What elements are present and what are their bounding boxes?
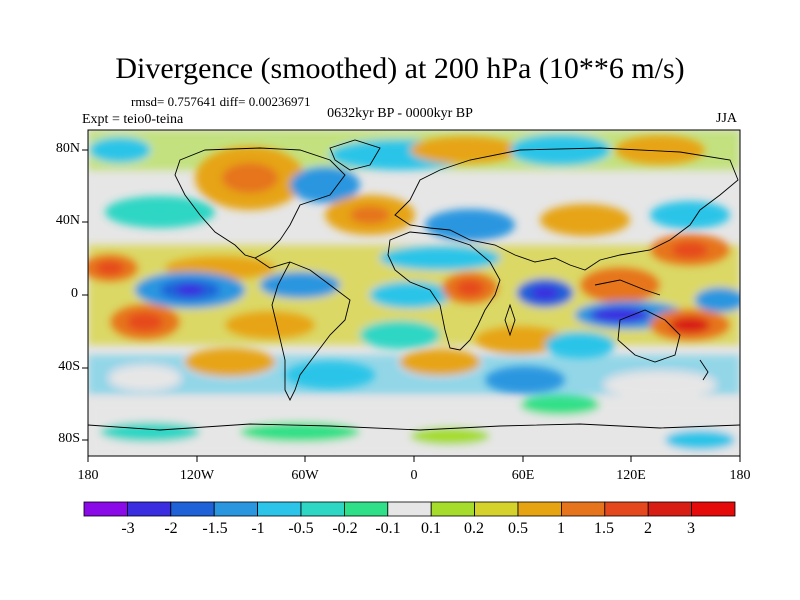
- colorbar-swatch: [83, 501, 128, 517]
- colorbar-label: 0.1: [421, 520, 441, 537]
- colorbar-label: 3: [687, 520, 695, 537]
- north-america-outline: [174, 147, 346, 259]
- colorbar-swatch: [517, 501, 562, 517]
- colorbar-swatch: [213, 501, 258, 517]
- colorbar-swatch: [691, 501, 736, 517]
- colorbar-swatch: [647, 501, 693, 517]
- period-text: 0632kyr BP - 0000kyr BP: [327, 106, 473, 121]
- divergence-field: [88, 130, 740, 456]
- lat-label-40s: 40S: [58, 359, 80, 374]
- lat-label-80s: 80S: [58, 431, 80, 446]
- colorbar-swatch: [561, 501, 606, 517]
- colorbar-label: -0.5: [288, 520, 314, 537]
- lat-label-40n: 40N: [55, 213, 80, 228]
- central-america-outline: [254, 257, 291, 269]
- colorbar-label: -2: [164, 520, 178, 537]
- australia-outline: [617, 309, 681, 363]
- colorbar-swatch: [257, 501, 302, 517]
- colorbar: [83, 501, 736, 517]
- colorbar-swatch: [474, 501, 519, 517]
- season-text: JJA: [716, 111, 738, 126]
- lon-label-60w: 60W: [291, 468, 319, 483]
- field-layer: [88, 130, 740, 456]
- colorbar-swatch: [127, 501, 172, 517]
- map-title: Divergence (smoothed) at 200 hPa (10**6 …: [115, 52, 685, 85]
- antarctica-outline: [88, 423, 740, 431]
- maritime-continent-outline: [594, 279, 661, 296]
- colorbar-swatch: [170, 501, 215, 517]
- south-america-outline: [271, 261, 351, 402]
- colorbar-swatch: [387, 501, 432, 517]
- colorbar-label: 1: [557, 520, 565, 537]
- colorbar-label: -3: [121, 520, 135, 537]
- colorbar-label: -1.5: [202, 520, 228, 537]
- lon-label-60e: 60E: [511, 468, 535, 483]
- colorbar-label: -1: [251, 520, 265, 537]
- statistics-text: rmsd= 0.757641 diff= 0.00236971: [131, 94, 311, 109]
- madagascar-outline: [504, 303, 516, 337]
- experiment-text: Expt = teio0-teina: [82, 112, 184, 127]
- axis-ticks: [82, 149, 741, 462]
- eurasia-outline: [394, 147, 739, 271]
- greenland-outline: [329, 139, 381, 171]
- lon-label-120w: 120W: [179, 468, 215, 483]
- colorbar-swatch: [604, 501, 649, 517]
- colorbar-label: -0.2: [332, 520, 358, 537]
- colorbar-swatch: [300, 501, 345, 517]
- new-zealand-outline: [699, 359, 709, 381]
- colorbar-swatch: [430, 501, 476, 517]
- lon-label-0: 0: [410, 468, 418, 483]
- colorbar-swatch: [343, 501, 389, 517]
- colorbar-label: 2: [644, 520, 652, 537]
- lat-label-80n: 80N: [55, 141, 80, 156]
- colorbar-label: 0.2: [464, 520, 484, 537]
- lon-label-180w: 180: [77, 468, 99, 483]
- colorbar-label: 0.5: [508, 520, 528, 537]
- lat-label-0: 0: [71, 286, 78, 301]
- colorbar-label: -0.1: [375, 520, 401, 537]
- lon-label-180e: 180: [729, 468, 751, 483]
- lon-label-120e: 120E: [616, 468, 646, 483]
- africa-outline: [387, 231, 501, 351]
- colorbar-label: 1.5: [594, 520, 614, 537]
- coastlines: [88, 139, 740, 431]
